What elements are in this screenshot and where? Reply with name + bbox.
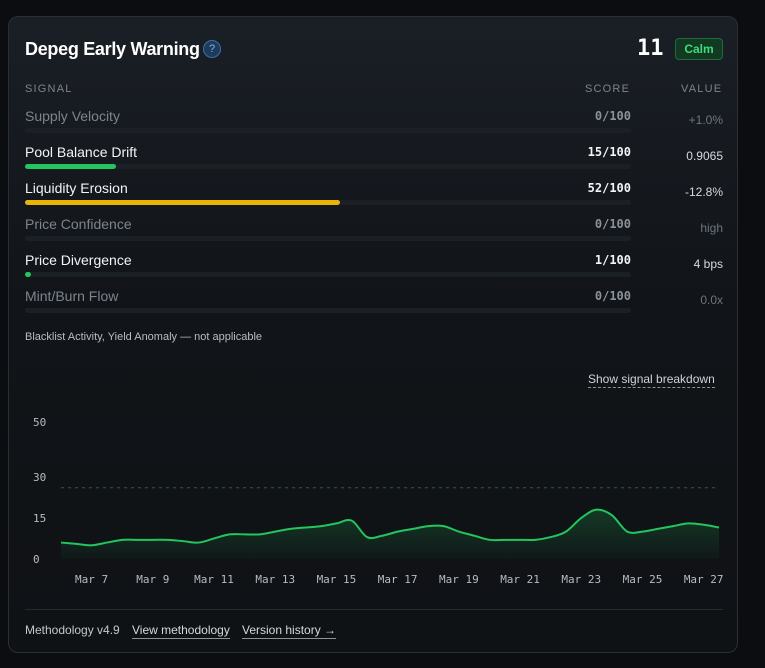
depeg-warning-card: Depeg Early Warning ? 11 Calm SIGNAL SCO… [8,16,738,653]
signal-name-pool-balance-drift: Pool Balance Drift [25,144,138,160]
x-tick-label: Mar 27 [684,573,724,586]
signal-score-price-confidence: 0/100 [594,217,631,231]
score-history-chart: 50 30 15 0 Mar 7 Mar 9 Mar 11 Mar 13 Mar 15 Mar 1… [33,416,724,586]
signal-value-price-divergence: 4 bps [693,257,723,271]
x-tick-label: Mar 19 [439,573,479,586]
x-tick-label: Mar 21 [500,573,540,586]
y-tick-label: 0 [33,553,40,566]
x-tick-label: Mar 15 [317,573,357,586]
x-tick-label: Mar 11 [194,573,234,586]
signal-name-mint-burn-flow: Mint/Burn Flow [25,288,119,304]
signal-score-track [25,164,631,169]
signal-value-pool-balance-drift: 0.9065 [686,149,723,163]
signal-score-track [25,272,631,277]
column-header-value: VALUE [681,83,723,95]
signal-name-price-divergence: Price Divergence [25,252,132,268]
signal-score-liquidity-erosion: 52/100 [587,181,631,195]
version-history-link[interactable]: Version history → [242,623,337,639]
signal-score-track [25,128,631,133]
signal-score-price-divergence: 1/100 [594,253,631,267]
column-header-signal: SIGNAL [25,83,73,95]
overall-score: 11 [637,36,664,61]
signal-score-bar [25,200,341,205]
signal-score-bar [25,164,116,169]
series-line [60,508,720,547]
not-applicable-note: Blacklist Activity, Yield Anomaly — not … [25,331,263,343]
view-methodology-link[interactable]: View methodology [132,623,230,639]
x-tick-label: Mar 17 [378,573,418,586]
card-title: Depeg Early Warning [25,39,200,59]
signal-value-supply-velocity: +1.0% [688,113,723,127]
signal-score-mint-burn-flow: 0/100 [594,289,631,303]
signal-score-supply-velocity: 0/100 [594,109,631,123]
x-tick-label: Mar 23 [561,573,601,586]
x-tick-label: Mar 25 [623,573,663,586]
signal-value-price-confidence: high [700,221,723,235]
show-signal-breakdown-button[interactable]: Show signal breakdown [588,372,715,388]
x-tick-label: Mar 13 [255,573,295,586]
y-tick-label: 50 [33,416,46,429]
x-tick-label: Mar 9 [136,573,169,586]
x-tick-label: Mar 7 [75,573,108,586]
question-circle-icon[interactable]: ? [203,40,221,58]
signal-score-bar [25,272,32,277]
signal-name-liquidity-erosion: Liquidity Erosion [25,180,128,196]
column-header-score: SCORE [585,83,631,95]
methodology-version: Methodology v4.9 [25,623,120,637]
signal-score-pool-balance-drift: 15/100 [587,145,631,159]
footer-divider [25,609,723,610]
signal-name-supply-velocity: Supply Velocity [25,108,120,124]
signal-score-track [25,308,631,313]
signal-name-price-confidence: Price Confidence [25,216,132,232]
y-tick-label: 30 [33,471,46,484]
signal-value-liquidity-erosion: -12.8% [684,185,723,199]
y-tick-label: 15 [33,512,46,525]
signal-score-track [25,200,631,205]
status-badge: Calm [675,38,723,60]
signal-value-mint-burn-flow: 0.0x [700,293,723,307]
signal-score-track [25,236,631,241]
